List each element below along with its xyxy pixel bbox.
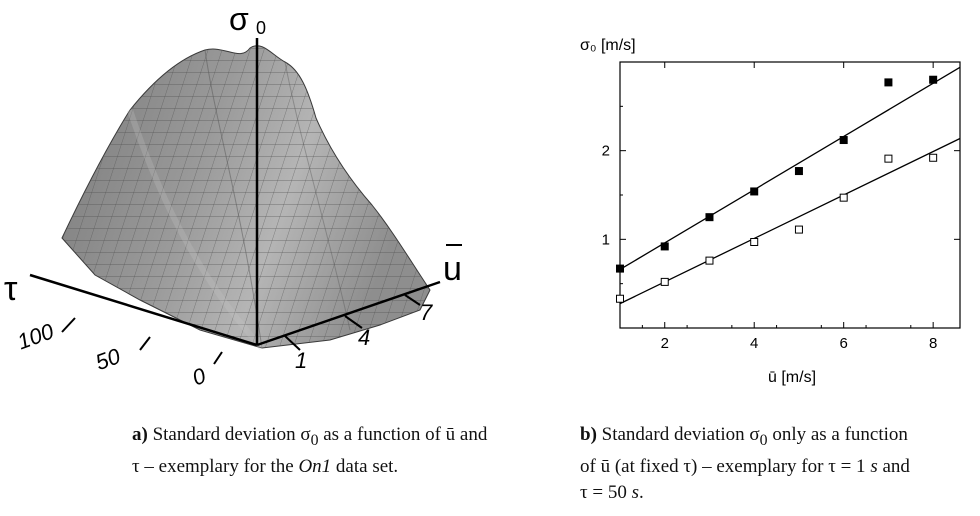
tau-tick-0: 0 xyxy=(189,363,210,391)
surface-plot-svg: σ 0 τ u 100 50 0 1 4 7 xyxy=(4,1,462,391)
x-tick-label: 4 xyxy=(750,335,758,352)
tau-tick-50: 50 xyxy=(92,343,124,375)
tau-tick-100: 100 xyxy=(14,318,58,354)
u-axis xyxy=(256,280,441,347)
y-tick-label: 2 xyxy=(602,143,610,160)
caption-b-unit-2: s xyxy=(631,481,640,503)
caption-a-sub: 0 xyxy=(310,431,319,449)
tau-axis-label: τ xyxy=(4,270,18,308)
caption-b-text-3: and τ = 50 xyxy=(580,455,910,503)
filled-square-point xyxy=(705,213,714,222)
filled-square-point xyxy=(750,187,759,196)
open-square-point xyxy=(929,153,938,162)
caption-b-text-2: only as a function of ū (at fixed τ) – e… xyxy=(580,424,908,477)
fit-line-1 xyxy=(619,137,961,305)
filled-square-point xyxy=(884,78,893,87)
caption-b-tag: b) xyxy=(580,424,597,445)
x-tick-label: 6 xyxy=(840,335,848,352)
caption-b-unit-1: s xyxy=(870,455,878,477)
caption-a-dataset: On1 xyxy=(298,455,332,477)
plot-frame xyxy=(619,61,961,329)
caption-a-text-3: data set. xyxy=(331,455,399,477)
caption-b-text-1: Standard deviation σ xyxy=(596,424,760,445)
caption-b: b) Standard deviation σ0 only as a funct… xyxy=(580,422,920,506)
chart-ylabel: σ₀ [m/s] xyxy=(580,37,636,54)
open-square-point xyxy=(660,277,669,286)
open-square-point xyxy=(750,237,759,246)
scatter-chart-svg: σ₀ [m/s] ū [m/s] 2 4 6 8 1 2 xyxy=(580,37,961,386)
y-tick-label: 1 xyxy=(602,231,610,248)
panel-b-scatter-chart: σ₀ [m/s] ū [m/s] 2 4 6 8 1 2 xyxy=(560,0,980,516)
caption-a-text-2: as a function of ū and τ – exemplary for… xyxy=(132,424,488,477)
fit-line-0 xyxy=(619,66,961,271)
caption-a: a) Standard deviation σ0 as a function o… xyxy=(132,422,492,480)
tau-axis xyxy=(29,273,258,347)
filled-square-point xyxy=(929,75,938,84)
x-tick-label: 8 xyxy=(929,335,937,352)
caption-b-sub: 0 xyxy=(759,431,768,449)
u-tick-4: 4 xyxy=(358,325,370,350)
filled-square-point xyxy=(839,136,848,145)
filled-square-point xyxy=(616,264,624,273)
chart-xlabel: ū [m/s] xyxy=(768,369,816,386)
open-square-point xyxy=(884,154,893,163)
z-axis-label-sub: 0 xyxy=(256,18,266,38)
filled-square-point xyxy=(794,167,803,176)
z-axis-label: σ xyxy=(229,1,249,37)
caption-a-text-1: Standard deviation σ xyxy=(147,424,311,445)
open-square-point xyxy=(839,193,848,202)
caption-a-tag: a) xyxy=(132,424,148,445)
filled-square-point xyxy=(660,242,669,251)
open-square-point xyxy=(616,294,624,303)
open-square-point xyxy=(794,225,803,234)
open-square-point xyxy=(705,256,714,265)
u-axis-label: u xyxy=(443,250,462,288)
u-tick-1: 1 xyxy=(295,348,307,373)
panel-a-surface-plot: σ 0 τ u 100 50 0 1 4 7 xyxy=(4,1,462,391)
x-tick-label: 2 xyxy=(661,335,669,352)
u-tick-7: 7 xyxy=(420,300,433,325)
caption-b-text-4: . xyxy=(639,481,644,503)
